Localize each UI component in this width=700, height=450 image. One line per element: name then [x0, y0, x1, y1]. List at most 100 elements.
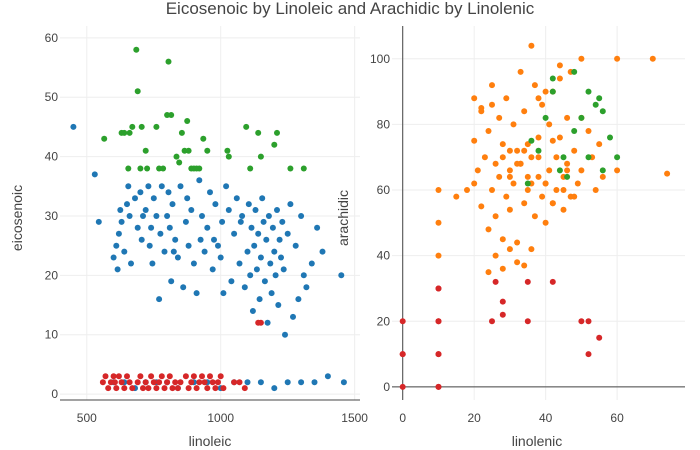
data-point — [549, 137, 556, 144]
data-point — [142, 147, 149, 154]
data-point — [560, 187, 567, 193]
data-point — [126, 213, 133, 219]
data-point — [287, 201, 294, 208]
data-point — [153, 123, 160, 130]
data-point — [599, 173, 606, 180]
data-point — [435, 351, 442, 358]
data-point — [560, 154, 567, 161]
data-point — [110, 254, 117, 261]
data-point — [137, 165, 144, 172]
points-right — [399, 42, 671, 390]
data-point — [196, 177, 203, 184]
data-point — [599, 167, 606, 174]
data-point — [399, 383, 406, 390]
data-point — [499, 298, 506, 305]
data-point — [99, 379, 106, 386]
data-point — [571, 68, 578, 75]
data-point — [95, 218, 102, 225]
data-point — [528, 246, 535, 253]
data-point — [290, 313, 296, 320]
data-point — [233, 195, 240, 202]
x-tick-label: 60 — [610, 411, 624, 425]
data-point — [585, 128, 592, 134]
data-point — [257, 153, 264, 160]
data-point — [474, 167, 481, 174]
data-point — [284, 379, 291, 386]
data-point — [664, 170, 671, 177]
data-point — [257, 319, 264, 326]
data-point — [528, 137, 535, 144]
grid-left — [60, 26, 360, 400]
data-point — [148, 373, 155, 380]
data-point — [435, 383, 442, 390]
data-point — [201, 379, 208, 386]
data-point — [510, 180, 517, 187]
x-axis-title-left: linoleic — [189, 433, 232, 449]
data-point — [148, 224, 155, 231]
data-point — [177, 183, 184, 190]
data-point — [121, 385, 128, 392]
data-point — [114, 266, 121, 273]
data-point — [207, 373, 213, 380]
data-point — [542, 88, 549, 95]
data-point — [231, 230, 238, 237]
data-point — [549, 278, 556, 285]
data-point — [160, 165, 167, 172]
data-point — [276, 236, 283, 243]
y-tick-label: 40 — [45, 150, 59, 164]
data-point — [471, 137, 478, 144]
data-point — [596, 334, 603, 341]
data-point — [138, 123, 145, 130]
data-point — [506, 173, 513, 180]
data-point — [248, 224, 255, 231]
data-point — [292, 242, 299, 249]
data-point — [596, 95, 603, 102]
data-point — [571, 128, 578, 134]
data-point — [521, 108, 528, 115]
data-point — [134, 88, 141, 95]
x-tick-label: 40 — [539, 411, 553, 425]
data-point — [215, 379, 221, 386]
y-tick-label: 60 — [45, 31, 59, 45]
data-point — [253, 266, 260, 273]
data-point — [196, 165, 203, 172]
data-point — [614, 55, 621, 62]
data-point — [105, 385, 112, 392]
data-point — [219, 218, 226, 225]
data-point — [244, 379, 251, 386]
data-point — [164, 213, 171, 219]
data-point — [220, 385, 227, 392]
data-point — [150, 379, 157, 386]
data-point — [166, 373, 173, 380]
y-tick-label: 30 — [45, 209, 59, 223]
data-point — [244, 248, 251, 255]
data-point — [145, 183, 152, 190]
data-point — [485, 128, 492, 134]
data-point — [118, 218, 125, 225]
data-point — [464, 187, 470, 193]
data-point — [524, 318, 531, 325]
x-axis-title-right: linolenic — [512, 433, 563, 449]
data-point — [157, 230, 164, 237]
data-point — [499, 236, 506, 243]
data-point — [197, 236, 204, 243]
data-point — [134, 379, 141, 386]
data-point — [190, 260, 197, 267]
data-point — [188, 379, 195, 386]
data-point — [228, 278, 235, 285]
data-point — [280, 266, 287, 273]
data-point — [260, 218, 267, 225]
data-point — [298, 379, 305, 386]
data-point — [614, 167, 621, 174]
data-point — [215, 242, 221, 249]
data-point — [499, 265, 506, 272]
data-point — [521, 200, 528, 207]
data-point — [118, 379, 125, 386]
data-point — [124, 373, 130, 380]
data-point — [138, 236, 145, 243]
data-point — [236, 379, 243, 386]
ticks-right: 0 20 40 60 0 20 40 60 80 100 — [370, 52, 624, 425]
data-point — [485, 269, 492, 276]
y-tick-label: 0 — [383, 380, 390, 394]
data-point — [129, 123, 136, 130]
